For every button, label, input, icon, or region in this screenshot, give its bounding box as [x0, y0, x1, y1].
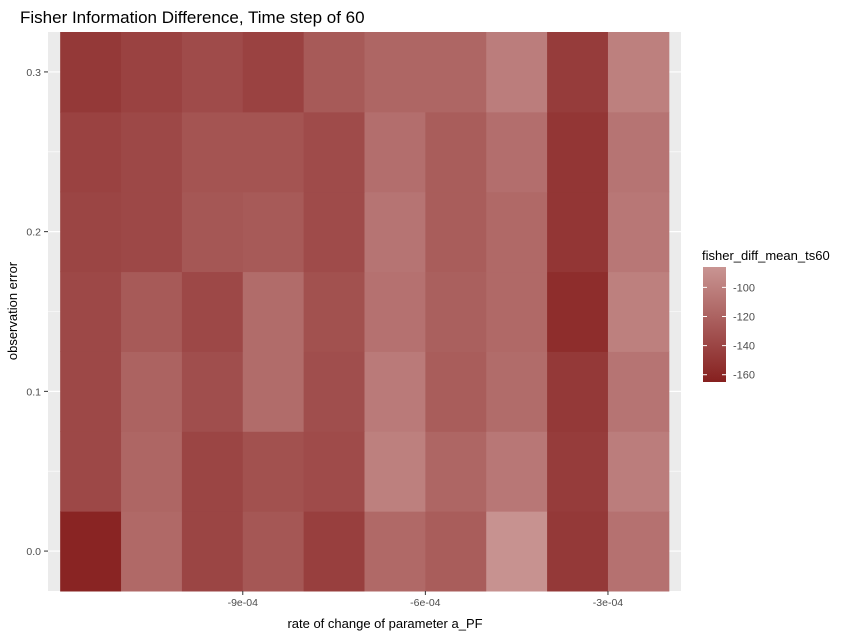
- heatmap-tile: [425, 351, 487, 432]
- heatmap-tile: [242, 111, 305, 193]
- heatmap-tile: [303, 431, 365, 512]
- heatmap-tile: [121, 111, 183, 193]
- heatmap-tile: [364, 351, 426, 432]
- y-tick-label: 0.1: [26, 386, 41, 398]
- heatmap-tile: [547, 351, 609, 432]
- heatmap-tile: [425, 32, 487, 113]
- y-axis: 0.0 0.1 0.2 0.3: [26, 67, 48, 558]
- heatmap-tile: [121, 191, 183, 273]
- heatmap-tile: [181, 32, 244, 113]
- legend-title: fisher_diff_mean_ts60: [702, 248, 830, 263]
- heatmap-tile: [486, 111, 548, 193]
- heatmap-tile: [425, 271, 487, 352]
- heatmap-tile: [60, 32, 122, 113]
- y-tick-label: 0.0: [26, 546, 41, 558]
- x-axis: -9e-04 -6e-04 -3e-04: [228, 591, 624, 609]
- y-tick-label: 0.3: [26, 67, 41, 79]
- legend: fisher_diff_mean_ts60 -100 -120 -140 -160: [702, 248, 830, 382]
- heatmap-tile: [425, 111, 487, 193]
- heatmap-tile: [607, 191, 670, 273]
- heatmap-tile: [607, 351, 670, 432]
- heatmap-tile: [181, 511, 244, 592]
- heatmap-tile: [121, 32, 183, 113]
- heatmap-tile: [121, 431, 183, 512]
- heatmap-tile: [486, 191, 548, 273]
- heatmap-tile: [364, 111, 426, 193]
- legend-tick-label: -160: [733, 370, 755, 382]
- legend-tick-label: -120: [733, 311, 755, 323]
- heatmap-tile: [486, 271, 548, 352]
- y-tick-label: 0.2: [26, 227, 41, 239]
- heatmap-tile: [242, 351, 305, 432]
- heatmap-tile: [486, 32, 548, 113]
- heatmap-tile: [425, 431, 487, 512]
- heatmap-tile: [607, 32, 670, 113]
- heatmap-tile: [60, 431, 122, 512]
- x-tick-label: -9e-04: [228, 597, 259, 609]
- heatmap-tile: [303, 271, 365, 352]
- heatmap-tile: [607, 511, 670, 592]
- heatmap-tile: [181, 191, 244, 273]
- heatmap-tile: [242, 431, 305, 512]
- heatmap-tile: [364, 191, 426, 273]
- heatmap-tile: [60, 351, 122, 432]
- heatmap-tile: [547, 191, 609, 273]
- heatmap-tile: [547, 32, 609, 113]
- heatmap-tiles: [60, 32, 670, 592]
- heatmap-tile: [607, 111, 670, 193]
- legend-tick-label: -140: [733, 341, 755, 353]
- heatmap-tile: [303, 111, 365, 193]
- heatmap-tile: [425, 191, 487, 273]
- heatmap-tile: [425, 511, 487, 592]
- chart-title: Fisher Information Difference, Time step…: [20, 8, 365, 27]
- heatmap-tile: [181, 351, 244, 432]
- x-tick-label: -3e-04: [593, 597, 624, 609]
- y-axis-title: observation error: [5, 261, 20, 360]
- legend-ticks: -100 -120 -140 -160: [703, 282, 755, 382]
- heatmap-tile: [181, 431, 244, 512]
- heatmap-tile: [60, 271, 122, 352]
- heatmap-tile: [60, 511, 122, 592]
- heatmap-tile: [364, 32, 426, 113]
- heatmap-tile: [60, 111, 122, 193]
- heatmap-tile: [60, 191, 122, 273]
- heatmap-tile: [547, 111, 609, 193]
- heatmap-tile: [364, 511, 426, 592]
- heatmap-tile: [547, 511, 609, 592]
- x-tick-label: -6e-04: [410, 597, 441, 609]
- legend-colorbar: [703, 267, 726, 382]
- heatmap-tile: [486, 431, 548, 512]
- heatmap-tile: [364, 271, 426, 352]
- heatmap-tile: [121, 511, 183, 592]
- heatmap-tile: [607, 431, 670, 512]
- heatmap-tile: [181, 111, 244, 193]
- heatmap-tile: [181, 271, 244, 352]
- x-axis-title: rate of change of parameter a_PF: [287, 616, 482, 631]
- legend-tick-label: -100: [733, 282, 755, 294]
- heatmap-tile: [121, 351, 183, 432]
- heatmap-tile: [547, 431, 609, 512]
- heatmap-tile: [242, 32, 305, 113]
- heatmap-tile: [121, 271, 183, 352]
- heatmap-tile: [486, 351, 548, 432]
- heatmap-tile: [303, 351, 365, 432]
- heatmap-tile: [242, 511, 305, 592]
- heatmap-tile: [242, 271, 305, 352]
- heatmap-tile: [242, 191, 305, 273]
- heatmap-tile: [547, 271, 609, 352]
- heatmap-tile: [303, 32, 365, 113]
- heatmap-tile: [486, 511, 548, 592]
- heatmap-tile: [303, 191, 365, 273]
- heatmap-tile: [364, 431, 426, 512]
- heatmap-tile: [303, 511, 365, 592]
- heatmap-tile: [607, 271, 670, 352]
